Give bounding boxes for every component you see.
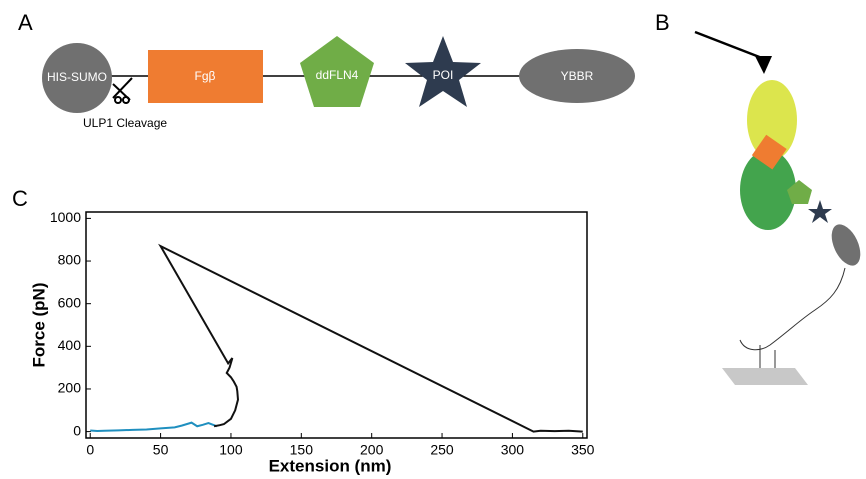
scissors bbox=[113, 78, 132, 103]
structure-cartoon bbox=[695, 32, 866, 385]
x-tick-label: 300 bbox=[501, 442, 525, 458]
x-tick-label: 0 bbox=[86, 442, 94, 458]
panel-label: A bbox=[18, 10, 33, 35]
panel-label: C bbox=[12, 186, 28, 211]
x-tick-label: 50 bbox=[153, 442, 169, 458]
node-label: HIS-SUMO bbox=[47, 70, 107, 84]
x-tick-label: 350 bbox=[571, 442, 595, 458]
y-tick-label: 600 bbox=[58, 294, 82, 310]
y-tick-label: 800 bbox=[58, 252, 82, 268]
x-tick-label: 100 bbox=[219, 442, 243, 458]
y-tick-label: 1000 bbox=[50, 209, 81, 225]
node-label: YBBR bbox=[561, 69, 594, 83]
x-tick-label: 250 bbox=[430, 442, 454, 458]
x-tick-label: 150 bbox=[290, 442, 314, 458]
y-axis-label: Force (pN) bbox=[29, 283, 48, 368]
node-label: Fgβ bbox=[195, 69, 216, 83]
panel-label: B bbox=[655, 10, 670, 35]
cleavage-label: ULP1 Cleavage bbox=[83, 116, 167, 130]
force-curve bbox=[161, 246, 583, 431]
x-axis-label: Extension (nm) bbox=[269, 456, 392, 475]
node-label: POI bbox=[433, 68, 454, 82]
x-tick-label: 200 bbox=[360, 442, 384, 458]
y-tick-label: 400 bbox=[58, 337, 82, 353]
y-tick-label: 0 bbox=[73, 422, 81, 438]
force-curve bbox=[90, 423, 217, 431]
y-tick-label: 200 bbox=[58, 380, 82, 396]
node-label: ddFLN4 bbox=[316, 68, 359, 82]
figure: A B C HIS-SUMO ULP1 Cleavage Fgβ ddFLN4 … bbox=[0, 0, 866, 479]
